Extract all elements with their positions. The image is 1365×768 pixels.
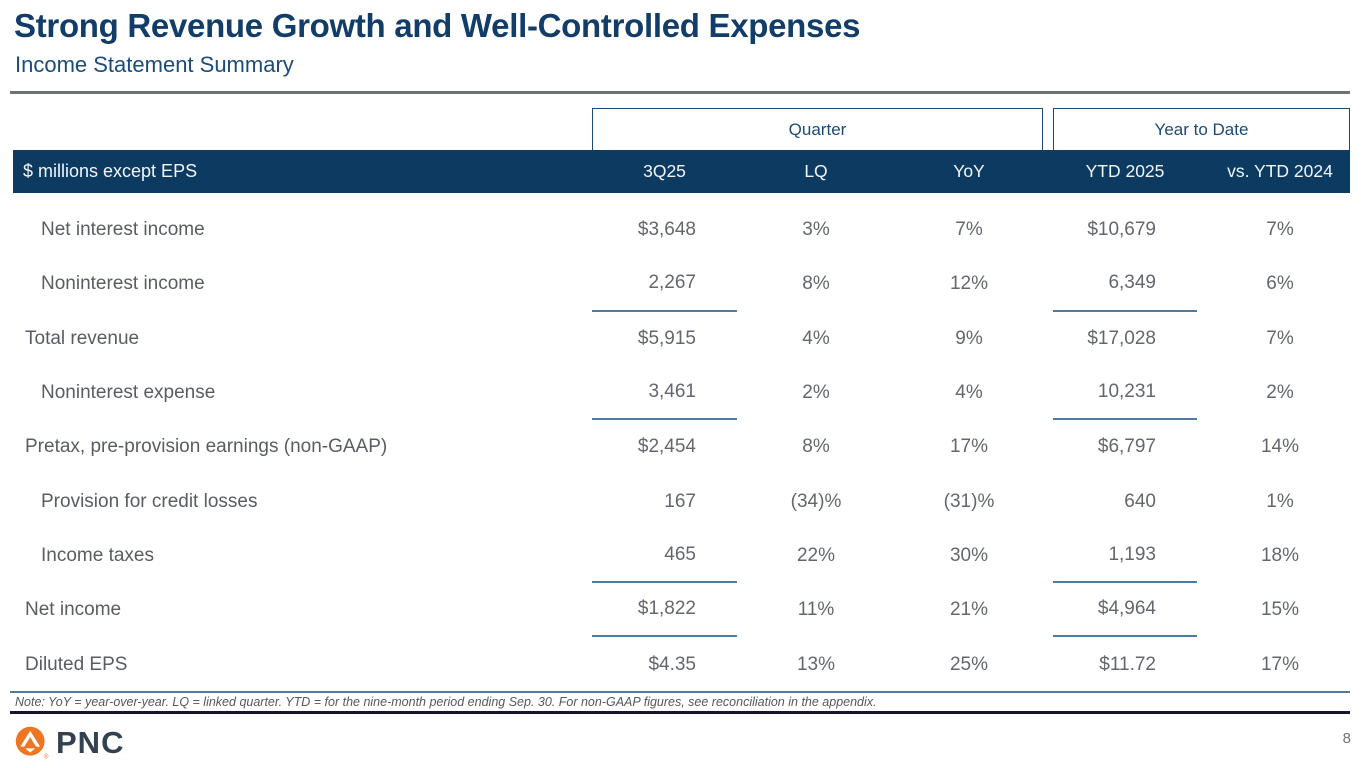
cell-value: $10,679 [1087,219,1156,241]
cell-value: 465 [592,529,737,584]
cell-value: (34)% [790,490,842,512]
page-number: 8 [1342,730,1351,747]
cell-value: 167 [664,490,696,512]
table-row: Provision for credit losses 167 (34)% (31)%… [0,474,1365,528]
cell-value: 11% [797,599,835,621]
cell-value: 30% [949,544,989,566]
table-bottom-divider [10,691,1350,693]
group-header-year-to-date: Year to Date [1053,108,1350,150]
cell-value: 15% [1260,599,1300,621]
table-row: Income taxes 465 22% 30% 1,193 18% [0,529,1365,584]
cell-value: 4% [802,327,830,349]
column-header-lq: LQ [804,161,828,181]
row-label: Noninterest expense [41,382,216,404]
table-body: Net interest income $3,648 3% 7% $10,679 7% No… [0,203,1365,692]
cell-value: 7% [1266,219,1294,241]
header-divider [10,91,1350,94]
cell-value: 18% [1260,544,1300,566]
cell-value: $17,028 [1087,327,1156,349]
cell-value: 3% [802,219,830,241]
table-header-units: $ millions except EPS [23,161,198,181]
cell-value: 14% [1260,436,1300,458]
table-header-row: $ millions except EPS 3Q25 LQ YoY YTD 2025 v… [13,150,1350,193]
column-header-yoy: YoY [953,161,985,181]
cell-value: 3,461 [592,366,737,421]
cell-value: 25% [949,653,989,675]
row-label: Income taxes [41,544,154,566]
cell-value: 1% [1266,490,1294,512]
table-row: Pretax, pre-provision earnings (non-GAAP… [0,420,1365,474]
cell-value: 12% [949,273,989,295]
row-label: Net interest income [41,219,205,241]
cell-value: 8% [802,436,830,458]
cell-value: $4.35 [648,653,696,675]
row-label: Total revenue [25,327,140,349]
row-label: Provision for credit losses [41,490,258,512]
cell-value: 7% [1266,327,1294,349]
cell-value: 8% [802,273,830,295]
table-row: Total revenue $5,915 4% 9% $17,028 7% [0,312,1365,366]
row-label: Pretax, pre-provision earnings (non-GAAP… [25,436,388,458]
table-row: Diluted EPS $4.35 13% 25% $11.72 17% [0,637,1365,691]
row-label: Net income [25,599,122,621]
cell-value: 1,193 [1053,529,1197,584]
cell-value: 640 [1124,490,1156,512]
cell-value: 17% [1260,653,1300,675]
table-row: Net income $1,822 11% 21% $4,964 15% [0,583,1365,638]
cell-value: 17% [949,436,989,458]
cell-value: 9% [955,327,983,349]
cell-value: 7% [955,219,983,241]
cell-value: $3,648 [637,219,696,241]
column-header-ytd-2025: YTD 2025 [1085,161,1165,181]
footnote: Note: YoY = year-over-year. LQ = linked … [15,695,877,709]
svg-text:®: ® [44,752,49,760]
cell-value: $4,964 [1053,583,1197,638]
row-label: Noninterest income [41,273,205,295]
slide-title: Strong Revenue Growth and Well-Controlle… [14,7,861,44]
group-header-quarter: Quarter [592,108,1043,150]
cell-value: 6% [1266,273,1294,295]
table-row: Noninterest expense 3,461 2% 4% 10,231 2% [0,366,1365,421]
pnc-wordmark: PNC [56,725,125,760]
row-label: Diluted EPS [25,653,128,675]
cell-value: $2,454 [637,436,696,458]
cell-value: 4% [955,382,983,404]
cell-value: 22% [796,544,836,566]
cell-value: 21% [949,599,989,621]
cell-value: 13% [796,653,836,675]
column-header-vs-ytd-2024: vs. YTD 2024 [1227,161,1333,181]
cell-value: (31)% [943,490,995,512]
pnc-emblem-icon: ® [15,726,49,760]
cell-value: $6,797 [1097,436,1156,458]
cell-value: 2% [1266,382,1294,404]
group-header-ytd-label: Year to Date [1154,119,1249,139]
cell-value: 6,349 [1053,257,1197,312]
cell-value: $5,915 [637,327,696,349]
cell-value: $1,822 [592,583,737,638]
cell-value: 10,231 [1053,366,1197,421]
column-header-3q25: 3Q25 [643,161,686,181]
table-row: Noninterest income 2,267 8% 12% 6,349 6% [0,257,1365,312]
slide-subtitle: Income Statement Summary [15,52,294,77]
cell-value: $11.72 [1099,653,1156,675]
group-header-quarter-label: Quarter [788,119,847,139]
pnc-logo: ® PNC [14,725,124,761]
cell-value: 2% [802,382,830,404]
cell-value: 2,267 [592,257,737,312]
footnote-divider [10,711,1350,714]
table-row: Net interest income $3,648 3% 7% $10,679 7% [0,203,1365,257]
